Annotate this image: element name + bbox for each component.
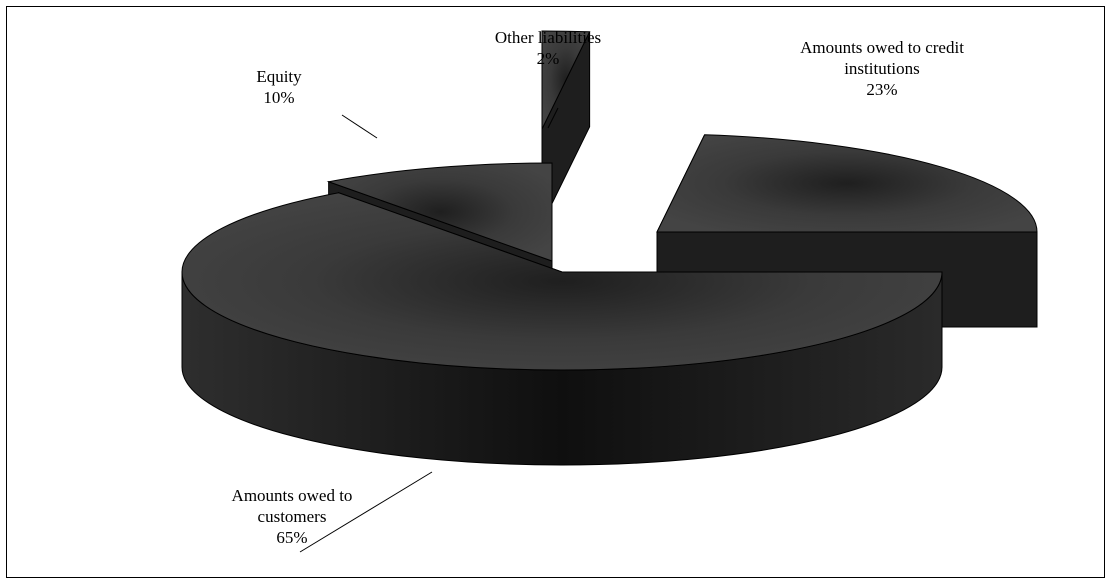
slice-label-2: Amounts owed to customers 65% bbox=[232, 486, 353, 547]
leader-line-0 bbox=[547, 107, 559, 129]
slice-label-3: Equity 10% bbox=[256, 67, 302, 107]
pie-slice-2 bbox=[181, 192, 943, 466]
pie-chart: Other liabilities 2% Amounts owed to credi… bbox=[181, 28, 1038, 553]
slice-label-1: Amounts owed to credit institutions 23% bbox=[800, 38, 964, 99]
leader-line-1 bbox=[299, 471, 433, 553]
slice-label-0: Other liabilities 2% bbox=[495, 28, 601, 68]
leader-line-2 bbox=[341, 114, 378, 139]
